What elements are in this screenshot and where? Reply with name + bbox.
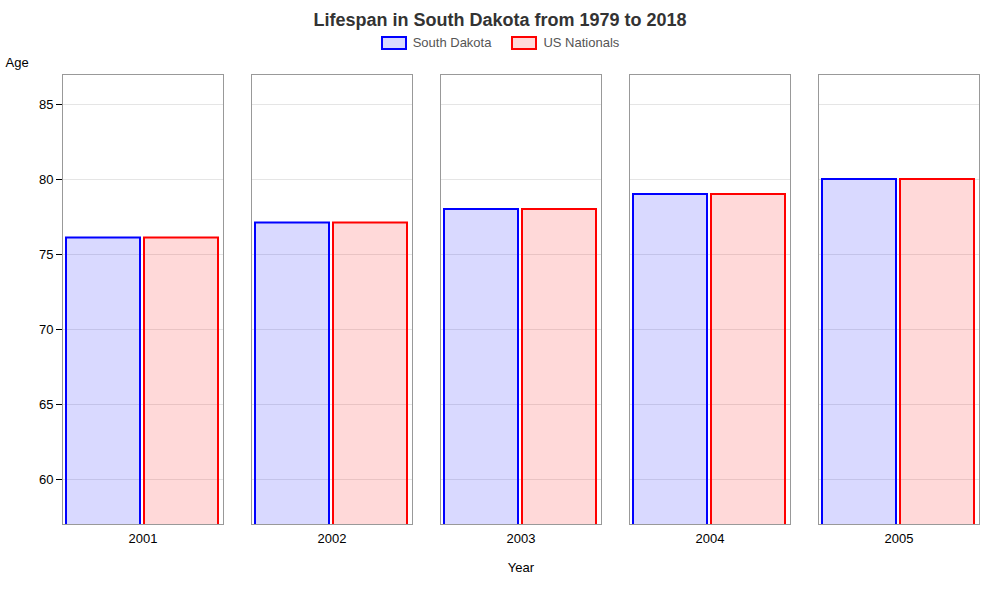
svg-text:2001: 2001 — [129, 531, 158, 546]
html-text:US Nationals: US Nationals — [543, 35, 620, 50]
svg-text:80: 80 — [39, 172, 53, 187]
svg-text:70: 70 — [39, 322, 53, 337]
svg-text:2002: 2002 — [318, 531, 347, 546]
svg-text:60: 60 — [39, 472, 53, 487]
svg-text:65: 65 — [39, 397, 53, 412]
html-text:South Dakota: South Dakota — [412, 35, 492, 50]
svg-text:85: 85 — [39, 97, 53, 112]
svg-text:Age: Age — [6, 55, 29, 70]
svg-text:2004: 2004 — [696, 531, 725, 546]
svg-text:2003: 2003 — [507, 531, 536, 546]
html-text:Lifespan in South Dakota from: Lifespan in South Dakota from 1979 to 20… — [313, 10, 687, 30]
svg-text:Year: Year — [508, 560, 535, 575]
svg-text:75: 75 — [39, 247, 53, 262]
svg-text:2005: 2005 — [885, 531, 914, 546]
